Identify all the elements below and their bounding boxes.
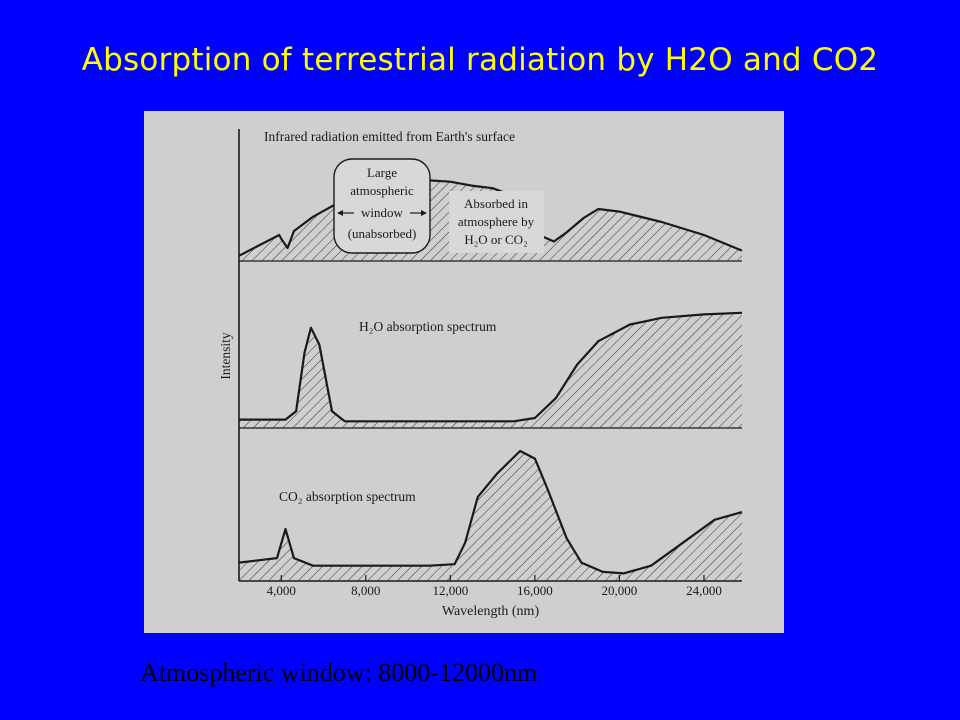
x-tick-label: 8,000 bbox=[351, 583, 380, 598]
h2o-curve bbox=[239, 311, 743, 423]
y-axis-label: Intensity bbox=[218, 332, 233, 379]
x-tick-label: 24,000 bbox=[686, 583, 722, 598]
absorbed-annotation-line-2: atmosphere by bbox=[458, 214, 535, 229]
h2o-area bbox=[239, 312, 742, 428]
spectra-chart: Infrared radiation emitted from Earth's … bbox=[218, 129, 743, 619]
spectra-figure: Infrared radiation emitted from Earth's … bbox=[144, 111, 784, 633]
x-tick-label: 16,000 bbox=[517, 583, 553, 598]
absorbed-annotation-line-3: H₂O or CO₂ bbox=[464, 232, 527, 247]
window-annotation-box bbox=[333, 158, 431, 254]
emission-panel-title: Infrared radiation emitted from Earth's … bbox=[264, 129, 515, 144]
window-annotation-line-2: atmospheric bbox=[350, 183, 414, 198]
slide-title: Absorption of terrestrial radiation by H… bbox=[81, 42, 879, 78]
x-tick-label: 12,000 bbox=[432, 583, 468, 598]
x-tick-label: 20,000 bbox=[602, 583, 638, 598]
window-annotation-line-4: (unabsorbed) bbox=[348, 226, 417, 241]
x-axis-label: Wavelength (nm) bbox=[442, 604, 540, 619]
co2-area bbox=[239, 451, 742, 581]
absorbed-annotation-bg bbox=[449, 191, 544, 253]
co2-panel-title: CO₂ absorption spectrum bbox=[279, 489, 416, 504]
window-annotation-line-1: Large bbox=[367, 165, 397, 180]
window-arrowhead-left bbox=[337, 210, 343, 216]
emission-curve bbox=[238, 179, 743, 257]
x-tick-label: 4,000 bbox=[267, 583, 296, 598]
co2-curve bbox=[238, 449, 743, 575]
window-arrowhead-right bbox=[421, 210, 427, 216]
slide-caption: Atmospheric window: 8000-12000nm bbox=[140, 658, 538, 687]
h2o-panel-title: H₂O absorption spectrum bbox=[359, 319, 497, 334]
absorbed-annotation-line-1: Absorbed in bbox=[464, 196, 528, 211]
window-annotation-line-3: window bbox=[361, 205, 404, 220]
